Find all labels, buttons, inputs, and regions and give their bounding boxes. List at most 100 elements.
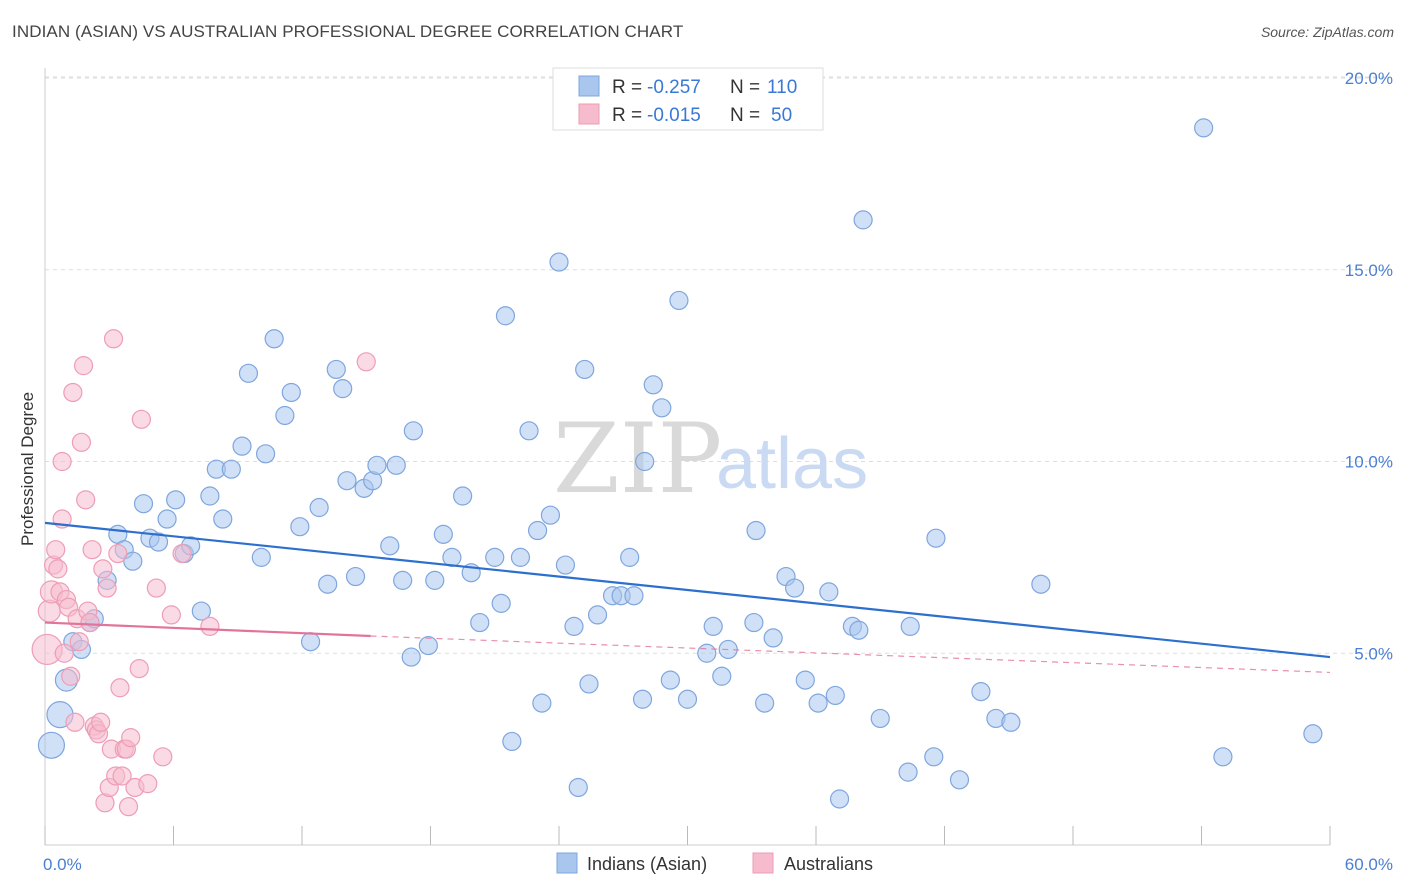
y-tick-label-0: 5.0%: [1354, 644, 1393, 663]
indian-point-67: [579, 674, 599, 694]
indian-point-35: [333, 379, 353, 399]
australian-point-47: [161, 605, 181, 625]
indian-point-23: [232, 436, 252, 456]
indian-point-108: [1213, 747, 1233, 767]
indian-point-68: [587, 605, 608, 625]
trend-line-indians: [44, 521, 1331, 659]
australian-point-48: [172, 543, 192, 564]
australian-point-40: [121, 728, 141, 748]
trend-line-australians: [44, 621, 371, 638]
indian-point-34: [326, 359, 346, 380]
x-tick-label-max: 60.0%: [1345, 855, 1393, 874]
indian-point-53: [485, 547, 505, 567]
indian-point-99: [898, 762, 918, 782]
indian-point-52: [470, 612, 490, 633]
australian-point-13: [63, 382, 83, 403]
indian-point-10: [123, 551, 143, 571]
indian-point-18: [191, 601, 211, 621]
axes: [44, 68, 1331, 846]
indian-point-56: [502, 731, 522, 752]
australian-point-4: [46, 540, 66, 560]
indian-point-87: [763, 628, 783, 648]
indian-point-72: [624, 586, 644, 606]
indian-point-80: [697, 643, 717, 663]
watermark: ZIP atlas: [553, 403, 868, 515]
indian-point-90: [795, 670, 815, 690]
indian-point-29: [281, 382, 301, 403]
indian-point-63: [555, 555, 576, 575]
indian-point-93: [825, 685, 845, 706]
legend-n-label-2: N =: [730, 105, 760, 126]
chart-title: INDIAN (ASIAN) VS AUSTRALIAN PROFESSIONA…: [12, 22, 684, 41]
legend-swatch-pink: [578, 103, 600, 125]
indian-point-84: [744, 612, 764, 633]
indian-point-37: [345, 566, 366, 587]
series-australians: [31, 329, 376, 817]
indian-point-64: [564, 616, 584, 637]
indian-point-109: [1194, 118, 1214, 138]
y-tick-label-1: 10.0%: [1345, 453, 1393, 472]
australian-point-8: [52, 451, 72, 472]
indian-point-103: [949, 770, 970, 790]
y-tick-label-2: 15.0%: [1345, 261, 1393, 280]
indian-point-102: [926, 528, 946, 548]
indian-point-44: [401, 647, 421, 667]
indian-point-14: [157, 509, 177, 529]
australian-point-29: [97, 578, 117, 598]
indian-point-104: [971, 681, 991, 702]
australian-point-42: [129, 658, 149, 679]
australian-point-44: [138, 774, 158, 794]
indian-point-41: [380, 536, 400, 556]
indian-point-55: [495, 306, 516, 326]
indian-point-28: [275, 405, 295, 426]
indian-point-97: [853, 210, 873, 230]
australian-point-50: [356, 352, 376, 372]
indian-point-77: [660, 670, 680, 690]
indian-point-98: [870, 708, 890, 729]
australian-point-17: [71, 432, 92, 452]
australian-point-49: [200, 616, 220, 637]
indian-point-71: [620, 547, 640, 567]
indian-point-100: [900, 616, 920, 637]
australian-point-43: [131, 409, 151, 429]
indian-point-86: [754, 693, 775, 713]
indian-point-66: [575, 359, 595, 380]
australian-point-27: [93, 559, 113, 579]
australian-point-46: [153, 747, 173, 767]
indian-point-81: [703, 616, 723, 637]
australian-point-14: [65, 712, 85, 732]
indian-point-22: [221, 459, 241, 479]
australian-point-32: [103, 329, 124, 349]
australian-point-34: [108, 543, 128, 564]
bottom-legend-swatch-blue: [556, 852, 578, 874]
indian-point-19: [200, 486, 220, 506]
indian-point-40: [367, 455, 387, 475]
indian-point-30: [290, 517, 310, 537]
indian-point-13: [148, 532, 169, 552]
australian-point-5: [48, 559, 68, 579]
trend-lines: [44, 521, 1331, 674]
chart-source: Source: ZipAtlas.com: [1260, 24, 1394, 40]
indian-point-15: [166, 490, 186, 510]
indian-point-46: [418, 635, 438, 656]
indian-point-101: [924, 747, 944, 767]
indian-point-92: [819, 582, 839, 602]
bottom-legend-swatch-pink: [752, 852, 774, 874]
australian-point-35: [110, 678, 130, 698]
tick-labels: 5.0% 10.0% 15.0% 20.0% 0.0% 60.0%: [43, 69, 1393, 874]
indian-point-47: [425, 570, 445, 590]
indian-point-61: [540, 505, 561, 525]
australian-point-22: [82, 540, 102, 560]
indian-point-25: [251, 547, 271, 567]
indian-point-62: [549, 252, 569, 272]
bottom-legend-label-1: Indians (Asian): [587, 854, 707, 874]
indian-point-85: [746, 520, 766, 541]
australian-point-1: [37, 599, 61, 623]
series-indians-asian: [37, 118, 1323, 809]
indian-point-24: [238, 363, 259, 383]
indian-point-58: [519, 421, 539, 441]
indian-point-42: [386, 455, 406, 475]
indian-point-110: [1303, 724, 1323, 744]
australian-point-39: [118, 797, 139, 817]
indian-point-82: [712, 666, 732, 686]
